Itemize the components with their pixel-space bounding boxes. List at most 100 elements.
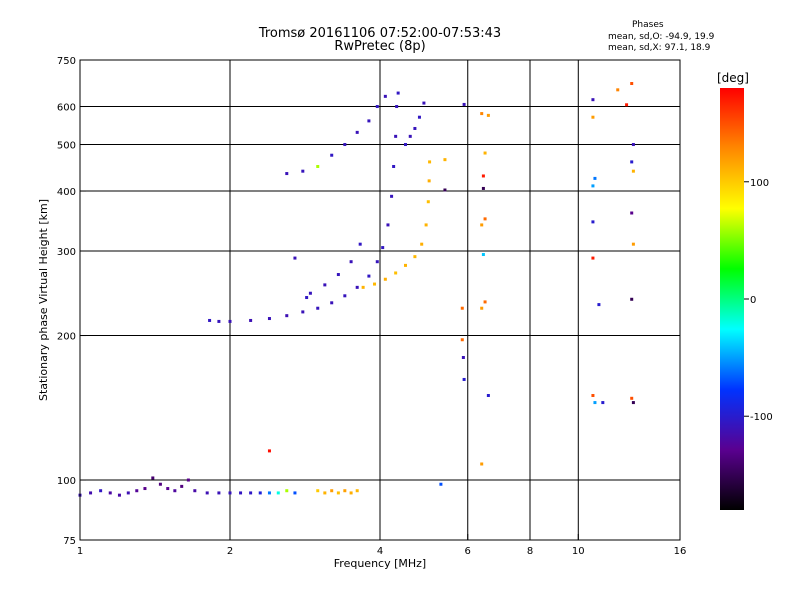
data-point: [316, 164, 320, 168]
data-point: [99, 489, 103, 493]
data-point: [375, 105, 379, 109]
data-point: [361, 285, 365, 289]
data-point: [480, 462, 484, 466]
data-point: [591, 394, 595, 398]
stats-header: Phases: [632, 20, 664, 30]
data-point: [316, 489, 320, 493]
data-point: [591, 220, 595, 224]
data-point: [173, 489, 177, 493]
data-point: [593, 176, 597, 180]
y-axis-label: Stationary phase Virtual Height [km]: [37, 199, 50, 401]
data-point: [424, 223, 428, 227]
data-point: [166, 487, 170, 491]
data-point: [285, 489, 289, 493]
y-tick-label: 750: [57, 56, 76, 67]
data-point: [481, 253, 485, 257]
data-point: [483, 151, 487, 155]
data-point: [386, 223, 390, 227]
data-point: [625, 103, 629, 107]
data-point: [126, 491, 130, 495]
data-point: [143, 487, 147, 491]
data-point: [228, 491, 232, 495]
data-point: [383, 277, 387, 281]
chart-title-line1: Tromsø 20161106 07:52:00-07:53:43: [258, 26, 502, 41]
data-point: [593, 401, 597, 405]
y-tick-label: 300: [57, 247, 76, 258]
data-point: [267, 491, 271, 495]
data-point: [308, 291, 312, 295]
data-point: [330, 153, 334, 157]
data-point: [486, 394, 490, 398]
data-point: [413, 255, 417, 259]
data-point: [355, 285, 359, 289]
data-point: [591, 184, 595, 188]
data-point: [355, 130, 359, 134]
y-tick-label: 400: [57, 187, 76, 198]
data-point: [343, 489, 347, 493]
data-point: [428, 160, 432, 164]
data-point: [208, 318, 212, 322]
data-point: [417, 115, 421, 119]
data-point: [323, 283, 327, 287]
data-point: [403, 143, 407, 147]
data-point: [631, 143, 635, 147]
data-point: [301, 169, 305, 173]
data-point: [267, 317, 271, 321]
data-point: [630, 396, 634, 400]
colorbar-tick-label: 100: [750, 178, 769, 189]
data-point: [462, 377, 466, 381]
data-point: [460, 306, 464, 310]
data-point: [186, 478, 190, 482]
data-point: [373, 282, 377, 286]
data-point: [117, 493, 121, 497]
data-point: [422, 101, 426, 105]
data-point: [631, 242, 635, 246]
data-point: [180, 484, 184, 488]
data-point: [481, 174, 485, 178]
data-point: [193, 489, 197, 493]
data-point: [151, 476, 155, 480]
data-point: [249, 318, 253, 322]
data-point: [630, 211, 634, 215]
data-point: [383, 94, 387, 98]
data-point: [408, 134, 412, 138]
x-axis-label: Frequency [MHz]: [334, 557, 426, 570]
data-point: [301, 310, 305, 314]
y-tick-label: 500: [57, 141, 76, 152]
data-point: [426, 200, 430, 204]
data-point: [460, 338, 464, 342]
data-point: [630, 297, 634, 301]
y-tick-label: 100: [57, 476, 76, 487]
data-point: [461, 355, 465, 359]
chart-title-line2: RwPretec (8p): [334, 39, 426, 54]
data-point: [486, 113, 490, 117]
x-tick-label: 2: [227, 546, 233, 557]
data-point: [480, 112, 484, 116]
data-point: [285, 172, 289, 176]
data-point: [330, 489, 334, 493]
data-point: [158, 482, 162, 486]
data-point: [413, 126, 417, 130]
x-tick-label: 1: [77, 546, 83, 557]
colorbar-tick-label: 0: [750, 295, 756, 306]
data-point: [601, 401, 605, 405]
data-point: [367, 274, 371, 278]
data-point: [330, 301, 334, 305]
data-point: [258, 491, 262, 495]
data-point: [285, 314, 289, 318]
stats-line-x: mean, sd,X: 97.1, 18.9: [608, 43, 711, 53]
data-point: [293, 491, 297, 495]
data-point: [381, 246, 385, 250]
colorbar-tick-label: -100: [750, 412, 773, 423]
data-point: [267, 449, 271, 453]
data-point: [630, 82, 634, 86]
data-point: [89, 491, 93, 495]
data-point: [355, 489, 359, 493]
data-point: [631, 401, 635, 405]
data-point: [390, 194, 394, 198]
x-tick-label: 4: [377, 546, 383, 557]
data-point: [591, 256, 595, 260]
data-point: [108, 491, 112, 495]
stats-line-o: mean, sd,O: -94.9, 19.9: [608, 32, 715, 42]
